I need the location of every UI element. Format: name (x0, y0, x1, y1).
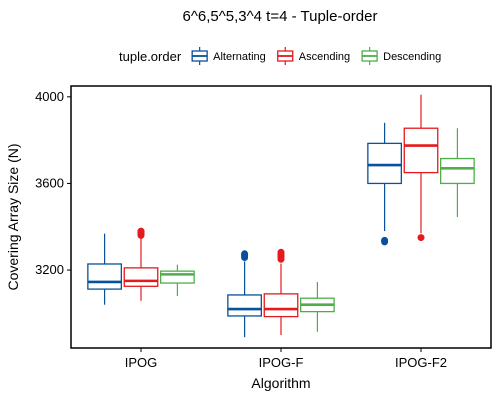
x-axis-label: Algorithm (251, 375, 310, 391)
y-axis: 3200 3600 4000 (35, 89, 71, 277)
x-tick-label: IPOG (125, 355, 158, 370)
chart-title: 6^6,5^5,3^4 t=4 - Tuple-order (183, 8, 378, 25)
legend: tuple.order Alternating Ascending Descendi… (119, 47, 441, 65)
box-iqr (263, 293, 299, 318)
box-descending-ipog (160, 264, 195, 297)
box-iqr (367, 142, 402, 185)
outlier-point (381, 236, 389, 244)
box-iqr (123, 267, 159, 287)
box-iqr (87, 263, 122, 290)
box-iqr (440, 157, 475, 185)
outlier-point (277, 248, 285, 256)
box-iqr (403, 127, 439, 174)
box-groups (87, 94, 475, 338)
outlier-point (137, 227, 145, 235)
box-ascending-ipog (123, 227, 159, 301)
legend-item-alternating: Alternating (191, 47, 266, 65)
box-ascending-ipog-f (263, 248, 299, 336)
box-iqr (160, 270, 195, 284)
legend-item-descending: Descending (361, 47, 441, 65)
legend-label: Ascending (299, 51, 350, 63)
y-axis-label: Covering Array Size (N) (5, 143, 21, 290)
legend-label: Descending (383, 51, 441, 63)
legend-label: Alternating (213, 51, 266, 63)
outlier-point (417, 234, 425, 242)
x-tick-label: IPOG-F2 (395, 355, 447, 370)
legend-title: tuple.order (119, 49, 182, 64)
x-axis: IPOG IPOG-F IPOG-F2 (125, 348, 447, 370)
outlier-point (241, 250, 249, 258)
legend-item-ascending: Ascending (277, 47, 350, 65)
y-tick-label: 3200 (35, 262, 64, 277)
x-tick-label: IPOG-F (259, 355, 304, 370)
box-alternating-ipog-f2 (367, 122, 402, 246)
box-descending-ipog-f2 (440, 128, 475, 217)
y-tick-label: 3600 (35, 175, 64, 190)
box-alternating-ipog-f (227, 250, 262, 338)
box-descending-ipog-f (300, 281, 335, 332)
box-ascending-ipog-f2 (403, 94, 439, 242)
y-tick-label: 4000 (35, 89, 64, 104)
box-iqr (227, 294, 262, 317)
box-alternating-ipog (87, 233, 122, 305)
